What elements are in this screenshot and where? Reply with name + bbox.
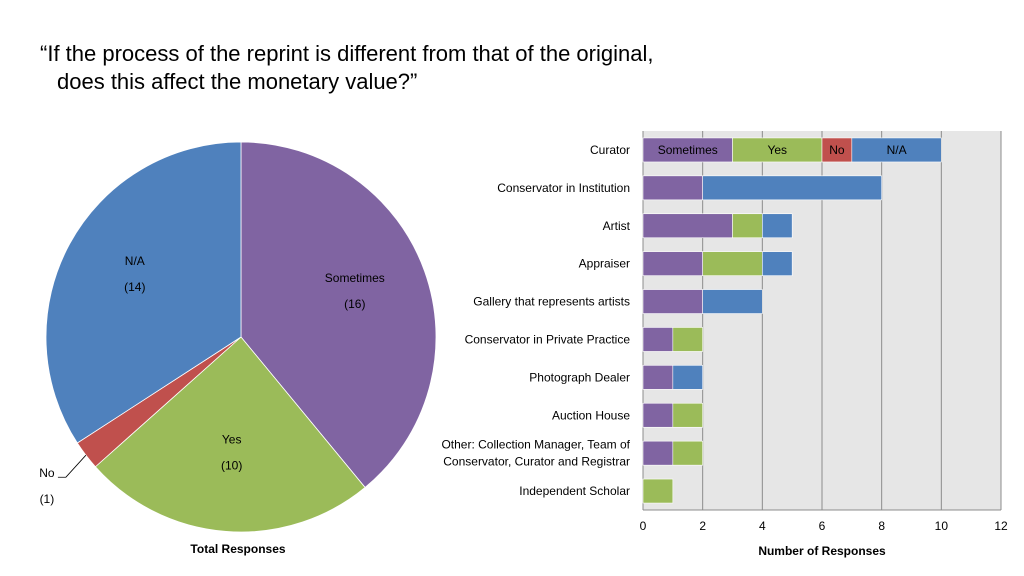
bar-segment-sometimes [642,213,733,239]
bar-segment-yes [702,251,763,276]
title-line-2: does this affect the monetary value?” [57,69,418,94]
pie-chart-caption: Total Responses [190,542,285,556]
bar-x-tick-label: 6 [819,519,826,533]
bar-category-label: Gallery that represents artists [473,295,630,309]
pie-label-no: No [39,466,55,480]
pie-value-sometimes: (16) [344,297,365,311]
bar-segment-n-a [851,137,942,163]
bar-segment-n-a [762,251,793,276]
pie-slice-yes [94,336,366,533]
bar-segment-n-a [672,365,703,390]
bar-segment-yes [672,327,703,352]
bar-category-label: Appraiser [579,257,630,271]
bar-segment-yes [732,137,823,163]
bar-segment-n-a [762,213,793,239]
bar-segment-yes [642,478,674,504]
bar-segment-sometimes [642,440,674,466]
bar-segment-n-a [702,175,882,201]
bar-segment-yes [672,402,703,428]
pie-label-n-a: N/A [125,254,145,268]
bar-x-tick-label: 10 [935,519,949,533]
bar-segment-sometimes [642,175,703,201]
bar-x-tick-label: 4 [759,519,766,533]
pie-chart: Sometimes (16) Yes (10) No (1) N/A (14) Total R… [39,141,437,556]
pie-value-no: (1) [40,492,55,506]
bar-chart: Sometimes Yes No N/A Curator Conservator in … [441,131,1008,558]
bar-category-label: Photograph Dealer [529,370,630,384]
bar-legend-label-yes: Yes [767,143,787,157]
bar-segment-yes [672,440,703,466]
bar-x-axis-title: Number of Responses [758,544,886,558]
pie-slice-n-a [45,141,242,444]
bar-segment-sometimes [642,137,733,163]
bar-category-label: Conservator in Institution [497,181,630,195]
bar-x-tick-label: 8 [878,519,885,533]
bar-x-tick-label: 0 [640,519,647,533]
bar-legend-label-n-a: N/A [887,143,907,157]
bar-x-tick-label: 12 [994,519,1008,533]
pie-value-yes: (10) [221,459,242,473]
bar-legend-label-sometimes: Sometimes [658,143,718,157]
bar-segment-yes [732,213,763,239]
pie-label-sometimes: Sometimes [325,271,385,285]
bar-category-label: Conservator in Private Practice [465,332,631,346]
bar-legend-label-no: No [829,143,845,157]
bar-x-tick-label: 2 [699,519,706,533]
pie-leader-line-no [57,454,87,478]
bar-segment-n-a [702,289,763,314]
bar-segment-no [821,137,853,163]
title-line-1: “If the process of the reprint is differ… [40,41,654,66]
bar-segment-sometimes [642,251,703,276]
pie-slice-sometimes [240,141,437,489]
bar-category-label: Independent Scholar [519,484,630,498]
slide-title: “If the process of the reprint is differ… [40,40,800,96]
bar-category-label: Curator [590,143,630,157]
pie-label-yes: Yes [222,433,242,447]
bar-category-label: Other: Collection Manager, Team of Conser… [441,438,630,469]
bar-segment-sometimes [642,289,703,314]
bar-segment-sometimes [642,327,674,352]
bar-category-label: Artist [603,219,631,233]
pie-value-n-a: (14) [124,280,145,294]
bar-category-label: Auction House [552,408,630,422]
bar-segment-sometimes [642,402,674,428]
bar-segment-sometimes [642,365,674,390]
